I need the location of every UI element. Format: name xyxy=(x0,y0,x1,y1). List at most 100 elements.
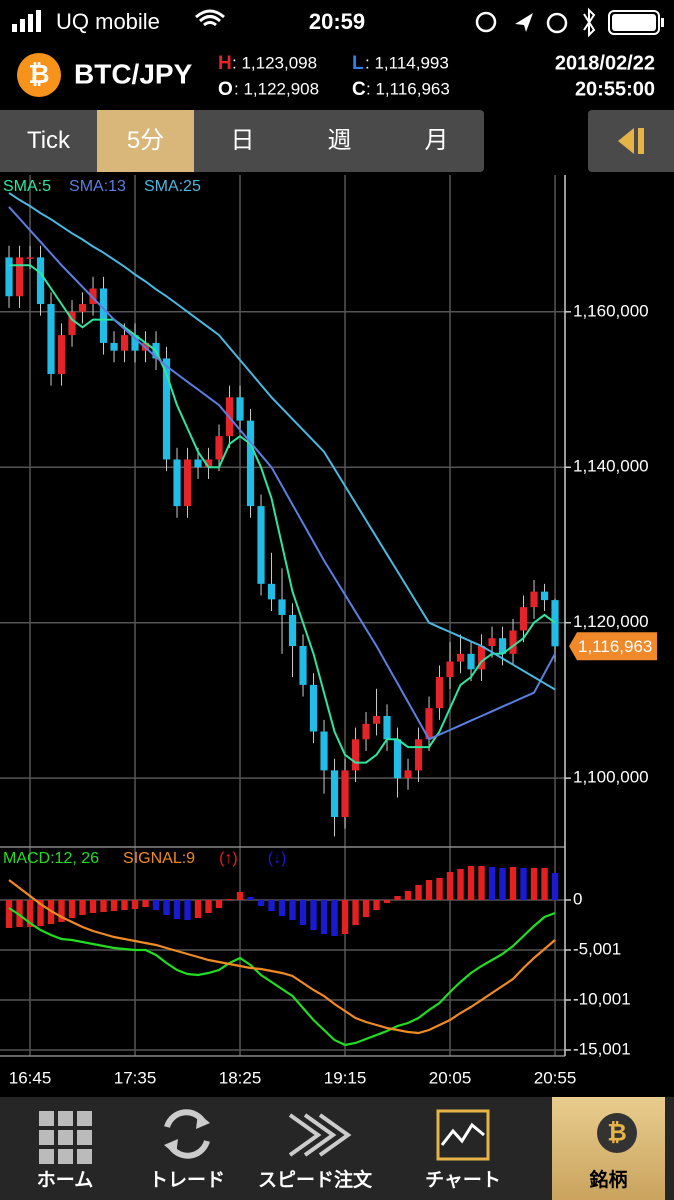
candle-body xyxy=(57,335,66,374)
histogram-bar xyxy=(89,900,97,913)
candle-body xyxy=(47,304,55,374)
low-label: L xyxy=(352,53,364,74)
histogram-bar xyxy=(184,900,191,920)
collapse-icon xyxy=(618,128,644,154)
histogram-bar xyxy=(425,880,433,900)
histogram-bar xyxy=(404,891,412,900)
histogram-bar xyxy=(289,900,296,920)
candle-body xyxy=(246,420,255,507)
histogram-bar xyxy=(163,900,170,915)
histogram-bar xyxy=(278,900,286,916)
svg-text:₿: ₿ xyxy=(607,1119,627,1146)
nav-icon xyxy=(39,1111,92,1164)
candle-body xyxy=(393,739,402,779)
nav-item[interactable]: ホーム xyxy=(0,1097,130,1200)
legend-entry: SMA:5 xyxy=(3,178,51,195)
tab[interactable]: 5分 xyxy=(97,110,194,172)
histogram-bar xyxy=(121,900,128,910)
candle-body xyxy=(288,614,297,647)
histogram-bar xyxy=(457,869,464,900)
histogram-bar xyxy=(16,900,23,927)
histogram-bar xyxy=(68,900,76,918)
legend-entry: MACD:12, 26 xyxy=(3,850,99,867)
histogram-bar xyxy=(478,866,485,900)
nav-icon xyxy=(436,1109,490,1161)
bitcoin-symbol: ₿ xyxy=(28,59,49,89)
nav-item[interactable]: スピード注文 xyxy=(250,1097,380,1200)
battery-level xyxy=(612,14,656,31)
tab[interactable]: 月 xyxy=(424,127,449,154)
candle-body xyxy=(78,304,87,312)
candle-body xyxy=(257,506,265,584)
carrier: UQ mobile xyxy=(56,9,160,34)
histogram-bar xyxy=(152,900,160,910)
nav-item[interactable]: チャート xyxy=(398,1097,528,1200)
histogram-bar xyxy=(551,873,559,900)
histogram-bar xyxy=(58,900,65,922)
collapse-button[interactable] xyxy=(588,110,674,172)
tab-bar xyxy=(0,110,484,172)
candle-body xyxy=(414,739,423,771)
low-value: : 1,114,993 xyxy=(365,53,449,72)
candle-body xyxy=(204,459,213,468)
sma-line xyxy=(8,192,556,691)
candle-body xyxy=(299,646,307,685)
histogram-bar xyxy=(110,900,118,911)
histogram-bar xyxy=(226,899,233,900)
high-value: : 1,123,098 xyxy=(232,53,317,72)
lock-icon xyxy=(475,11,497,33)
y-tick-label: -10,001 xyxy=(573,989,631,1008)
high-label: H xyxy=(218,53,232,74)
legend-entry: SMA:25 xyxy=(144,178,201,195)
tab[interactable]: Tick xyxy=(26,127,71,154)
x-tick-label: 19:15 xyxy=(324,1068,367,1087)
candle-body xyxy=(215,436,223,460)
legend-entry: (↑) xyxy=(219,850,238,867)
histogram-bar xyxy=(268,900,275,911)
histogram-bar xyxy=(247,897,254,900)
histogram-bar xyxy=(541,868,548,900)
histogram-bar xyxy=(194,900,202,918)
histogram-bar xyxy=(467,866,475,900)
price-tag xyxy=(569,632,657,661)
histogram-bar xyxy=(436,878,443,900)
histogram-bar xyxy=(173,900,181,919)
signal-bar xyxy=(28,14,33,32)
candle-body xyxy=(488,638,496,647)
candle-body xyxy=(509,630,517,654)
legend-entry: SMA:13 xyxy=(69,178,126,195)
y-tick-label: 0 xyxy=(573,889,582,908)
signal-bar xyxy=(36,10,41,32)
tab[interactable]: 週 xyxy=(327,127,352,154)
candle-body xyxy=(267,583,276,600)
histogram-bar xyxy=(5,900,13,928)
histogram-bar xyxy=(131,900,139,909)
y-tick-label: 1,140,000 xyxy=(573,457,649,476)
histogram-bar xyxy=(509,867,517,900)
candle-body xyxy=(15,257,24,297)
candle-body xyxy=(278,599,286,615)
candle-body xyxy=(36,257,45,305)
nav-label: チャート xyxy=(425,1170,501,1191)
candle-body xyxy=(162,358,171,460)
bar-time: 20:55:00 xyxy=(575,78,655,100)
candle-body xyxy=(194,459,202,468)
price-tag-label: 1,116,963 xyxy=(578,637,652,656)
x-tick-label: 20:55 xyxy=(534,1068,577,1087)
location-icon xyxy=(515,13,533,32)
nav-item[interactable]: ₿ 銘柄 xyxy=(552,1097,665,1200)
x-tick-label: 16:45 xyxy=(9,1068,52,1087)
histogram-bar xyxy=(488,867,496,900)
histogram-bar xyxy=(331,900,338,936)
nav-item[interactable]: トレード xyxy=(122,1097,252,1200)
histogram-bar xyxy=(257,900,265,906)
signal-bar xyxy=(20,19,25,32)
candle-body xyxy=(26,257,34,259)
nav-label: スピード注文 xyxy=(257,1170,372,1191)
chart-area: 16:45 17:35 18:25 19:15 20:05 20:55 1,100,000 1… xyxy=(0,175,657,1087)
tab[interactable]: 日 xyxy=(230,127,255,154)
candle-body xyxy=(173,459,181,507)
histogram-bar xyxy=(530,868,538,900)
histogram-bar xyxy=(299,900,307,925)
